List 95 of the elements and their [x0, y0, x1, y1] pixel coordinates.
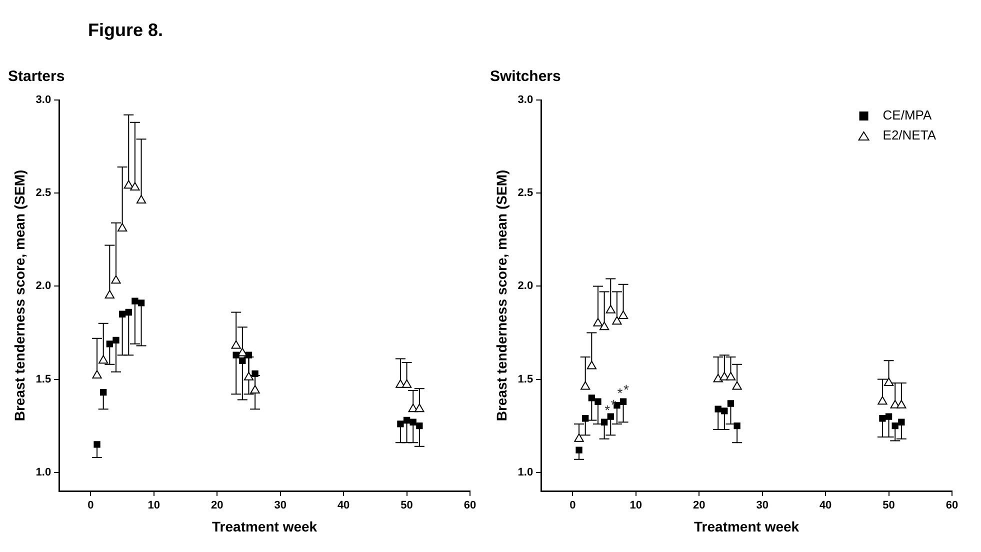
- y-tick-label: 1.0: [36, 466, 52, 478]
- annotation: *: [617, 385, 624, 402]
- point: [620, 398, 627, 405]
- chart-title: Switchers: [490, 68, 561, 86]
- point: [98, 355, 108, 364]
- y-tick-label: 2.0: [518, 280, 534, 292]
- point: [106, 340, 113, 348]
- y-tick-label: 2.5: [518, 187, 534, 200]
- y-tick-label: 3.0: [36, 94, 52, 106]
- chart-title: Starters: [8, 68, 65, 86]
- x-tick-label: 20: [693, 500, 706, 512]
- point: [138, 300, 145, 306]
- x-tick-label: 50: [400, 500, 413, 512]
- point: [232, 352, 240, 358]
- point: [879, 415, 886, 422]
- y-tick-label: 1.5: [518, 373, 534, 386]
- point: [416, 422, 423, 430]
- y-tick-label: 2.5: [36, 187, 52, 200]
- y-tick-label: 1.5: [36, 373, 52, 386]
- point: [714, 406, 722, 412]
- annotation: *: [604, 402, 611, 418]
- point: [593, 318, 603, 326]
- point: [721, 408, 728, 414]
- x-tick-label: 40: [819, 500, 832, 512]
- point: [410, 418, 416, 426]
- point: [896, 400, 906, 408]
- point: [250, 384, 260, 394]
- y-axis-title: Breast tenderness score, mean (SEM): [11, 170, 28, 422]
- point: [136, 195, 146, 204]
- x-tick-label: 20: [211, 500, 224, 512]
- y-axis-title: Breast tenderness score, mean (SEM): [493, 170, 510, 422]
- point: [231, 340, 241, 349]
- point: [574, 433, 584, 442]
- point: [732, 381, 742, 390]
- point: [112, 336, 120, 344]
- point: [599, 322, 610, 330]
- point: [713, 374, 723, 382]
- point: [884, 378, 894, 386]
- y-tick-label: 1.0: [518, 466, 534, 478]
- x-tick-label: 0: [88, 500, 94, 512]
- annotation: *: [610, 396, 617, 412]
- x-tick-label: 60: [464, 500, 476, 512]
- point: [397, 420, 404, 428]
- x-tick-label: 40: [337, 500, 350, 512]
- annotation: *: [624, 381, 630, 398]
- point: [618, 310, 628, 319]
- point: [594, 398, 602, 405]
- point: [111, 275, 121, 284]
- x-axis-title: Treatment week: [694, 518, 800, 534]
- point: [576, 446, 582, 454]
- point: [898, 418, 905, 426]
- point: [402, 379, 412, 388]
- point: [580, 381, 590, 390]
- point: [130, 182, 140, 191]
- point: [104, 290, 114, 298]
- point: [885, 413, 892, 420]
- x-tick-label: 30: [756, 500, 768, 512]
- point: [414, 404, 424, 412]
- point: [92, 370, 102, 379]
- point: [244, 372, 254, 380]
- x-axis-title: Treatment week: [212, 518, 318, 534]
- x-tick-label: 30: [274, 500, 286, 512]
- point: [607, 413, 614, 420]
- caption: Figure 8.: [88, 20, 164, 40]
- legend-label: E2/NETA: [882, 128, 936, 143]
- point: [892, 422, 898, 430]
- point: [125, 308, 132, 316]
- point: [588, 394, 595, 402]
- x-tick-label: 10: [630, 500, 642, 512]
- point: [734, 422, 740, 430]
- point: [94, 441, 100, 448]
- legend-label: CE/MPA: [882, 108, 932, 123]
- x-tick-label: 10: [148, 500, 160, 512]
- point: [612, 316, 622, 325]
- point: [727, 400, 734, 407]
- point: [252, 370, 258, 378]
- x-tick-label: 50: [882, 500, 895, 512]
- point: [726, 372, 736, 380]
- point: [878, 396, 888, 405]
- point: [132, 298, 138, 304]
- y-tick-label: 3.0: [518, 94, 534, 106]
- point: [403, 416, 410, 424]
- y-tick-label: 2.0: [36, 280, 52, 292]
- point: [124, 180, 134, 189]
- x-tick-label: 0: [570, 500, 576, 512]
- point: [239, 357, 246, 364]
- point: [100, 388, 107, 396]
- point: [600, 418, 608, 426]
- point: [606, 304, 616, 314]
- point: [245, 352, 252, 358]
- x-tick-label: 60: [946, 500, 958, 512]
- point: [582, 415, 589, 422]
- point: [117, 222, 128, 232]
- point: [586, 360, 596, 370]
- point: [118, 310, 126, 318]
